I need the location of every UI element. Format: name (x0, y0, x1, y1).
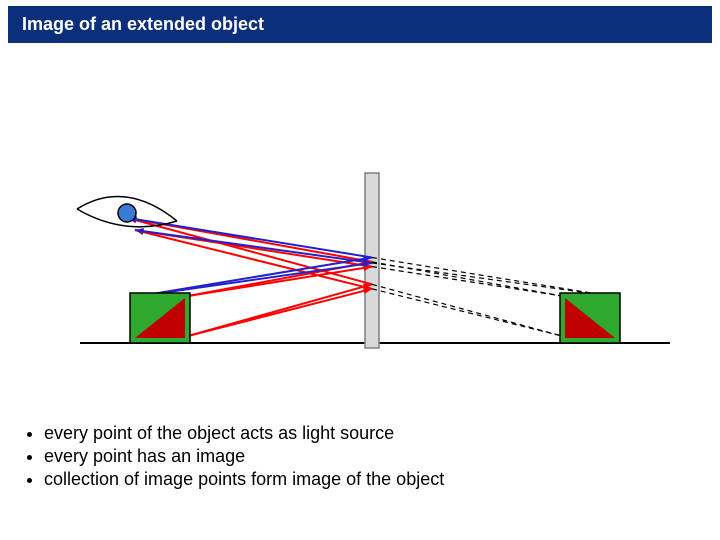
bullet-item: collection of image points form image of… (44, 469, 700, 490)
title-bar: Image of an extended object (8, 6, 712, 43)
bullet-item: every point of the object acts as light … (44, 423, 700, 444)
page-title: Image of an extended object (22, 14, 264, 34)
optics-diagram (10, 73, 710, 383)
bullet-item: every point has an image (44, 446, 700, 467)
diagram-svg (10, 73, 710, 383)
bullets: every point of the object acts as light … (20, 423, 700, 490)
